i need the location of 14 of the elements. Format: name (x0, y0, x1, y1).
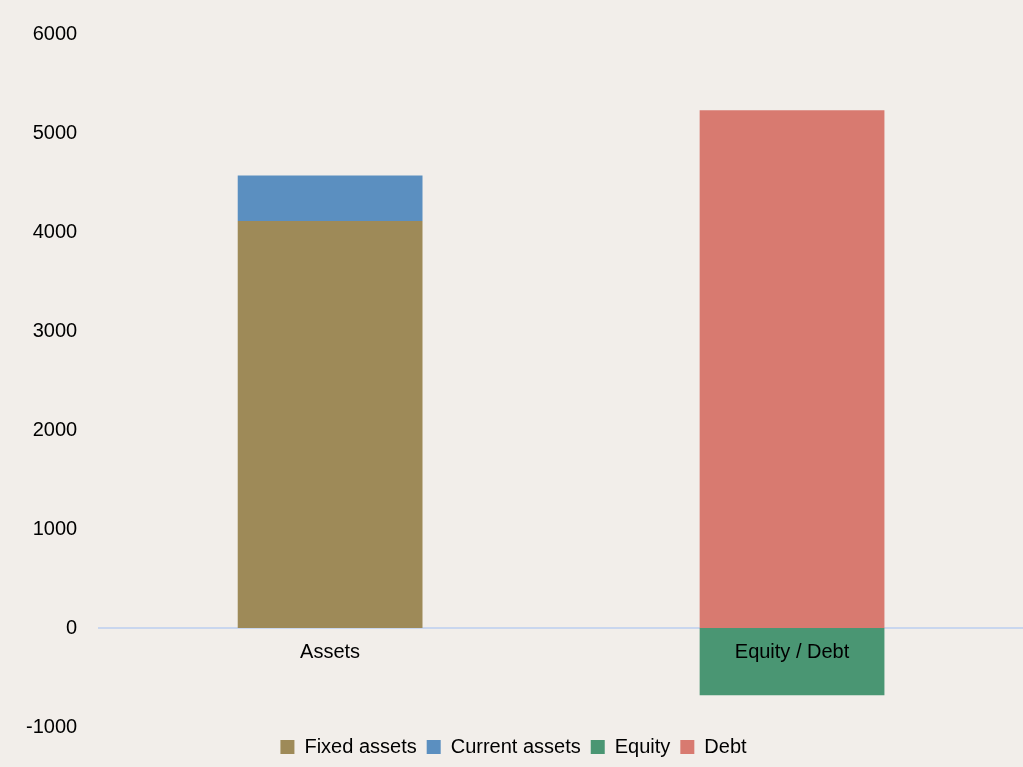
legend-label: Equity (614, 734, 671, 757)
y-tick-label: 2000 (32, 417, 78, 440)
y-tick-label: 5000 (32, 120, 78, 143)
y-tick-label: 3000 (32, 318, 78, 341)
y-tick-label: -1000 (26, 714, 78, 737)
y-tick-label: 0 (66, 615, 78, 638)
y-tick-label: 1000 (32, 516, 78, 539)
x-tick-label: Equity / Debt (734, 639, 850, 662)
legend-label: Current assets (450, 734, 581, 757)
legend-label: Debt (704, 734, 748, 757)
y-tick-label: 4000 (32, 219, 78, 242)
y-tick-label: 6000 (32, 21, 78, 44)
x-tick-label: Assets (300, 639, 361, 662)
legend-label: Fixed assets (304, 734, 417, 757)
